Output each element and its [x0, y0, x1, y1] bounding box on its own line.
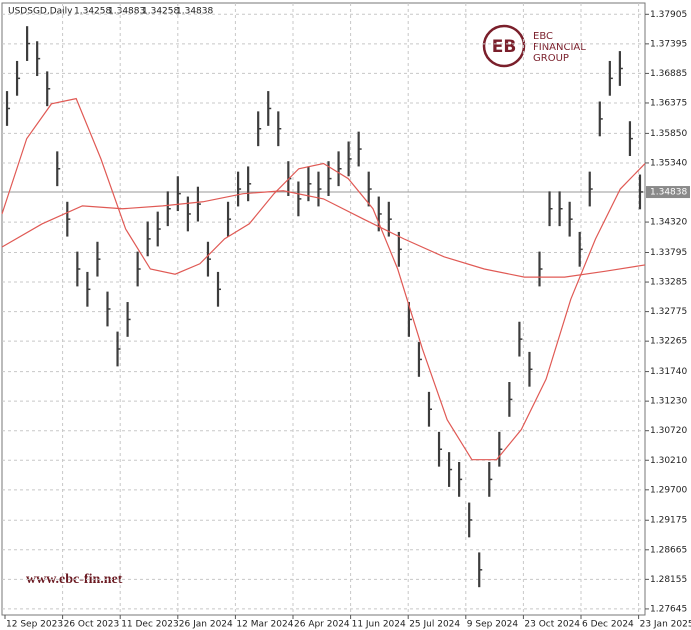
y-tick-label: 1.30720 — [650, 426, 687, 436]
x-tick-label: 12 Mar 2024 — [236, 620, 293, 630]
y-tick-label: 1.28155 — [650, 575, 687, 585]
x-tick-label: 11 Jun 2024 — [352, 620, 406, 630]
logo-brand: EBC — [533, 31, 553, 42]
y-tick-label: 1.31740 — [650, 367, 687, 377]
y-tick-label: 1.34320 — [650, 218, 687, 228]
plot-frame — [1, 2, 646, 616]
x-tick-label: 6 Dec 2024 — [582, 620, 634, 630]
x-tick-label: 23 Oct 2024 — [524, 620, 580, 630]
quote-value: 1.34883 — [108, 7, 145, 17]
y-tick-label: 1.32775 — [650, 307, 687, 317]
symbol-label: USDSGD,Daily — [8, 7, 73, 17]
y-tick-label: 1.37905 — [650, 10, 687, 20]
y-tick-label: 1.33285 — [650, 278, 687, 288]
logo: EB EBC FINANCIAL GROUP — [482, 24, 586, 68]
last-price-tag — [646, 186, 690, 199]
y-tick-label: 1.35850 — [650, 129, 687, 139]
logo-ring — [482, 24, 526, 68]
logo-mark: EB — [492, 37, 517, 57]
y-tick-label: 1.27645 — [650, 604, 687, 614]
y-tick-label: 1.37395 — [650, 39, 687, 49]
y-tick-label: 1.30210 — [650, 456, 687, 466]
x-tick-label: 26 Jan 2024 — [179, 620, 233, 630]
y-tick-label: 1.31230 — [650, 397, 687, 407]
y-tick-label: 1.29700 — [650, 485, 687, 495]
y-tick-label: 1.36375 — [650, 98, 687, 108]
quote-value: 1.34258 — [142, 7, 179, 17]
x-tick-label: 12 Sep 2023 — [6, 620, 63, 630]
moving-average — [1, 97, 646, 461]
y-tick-label: 1.28665 — [650, 545, 687, 555]
x-tick-label: 25 Jul 2024 — [409, 620, 460, 630]
last-price-label: 1.34838 — [650, 188, 687, 198]
y-tick-label: 1.33795 — [650, 248, 687, 258]
x-tick-label: 23 Jan 2025 — [640, 620, 691, 630]
y-tick-label: 1.29175 — [650, 516, 687, 526]
logo-line: FINANCIAL — [533, 42, 586, 53]
logo-line: GROUP — [533, 53, 569, 64]
moving-average — [1, 190, 646, 278]
x-tick-label: 26 Oct 2023 — [64, 620, 120, 630]
y-tick-label: 1.36885 — [650, 69, 687, 79]
quote-value: 1.34838 — [176, 7, 213, 17]
x-tick-label: 26 Apr 2024 — [294, 620, 350, 630]
x-tick-label: 11 Dec 2023 — [121, 620, 179, 630]
y-tick-label: 1.35340 — [650, 158, 687, 168]
x-tick-label: 9 Sep 2024 — [467, 620, 519, 630]
quote-value: 1.34258 — [74, 7, 111, 17]
y-tick-label: 1.32265 — [650, 337, 687, 347]
